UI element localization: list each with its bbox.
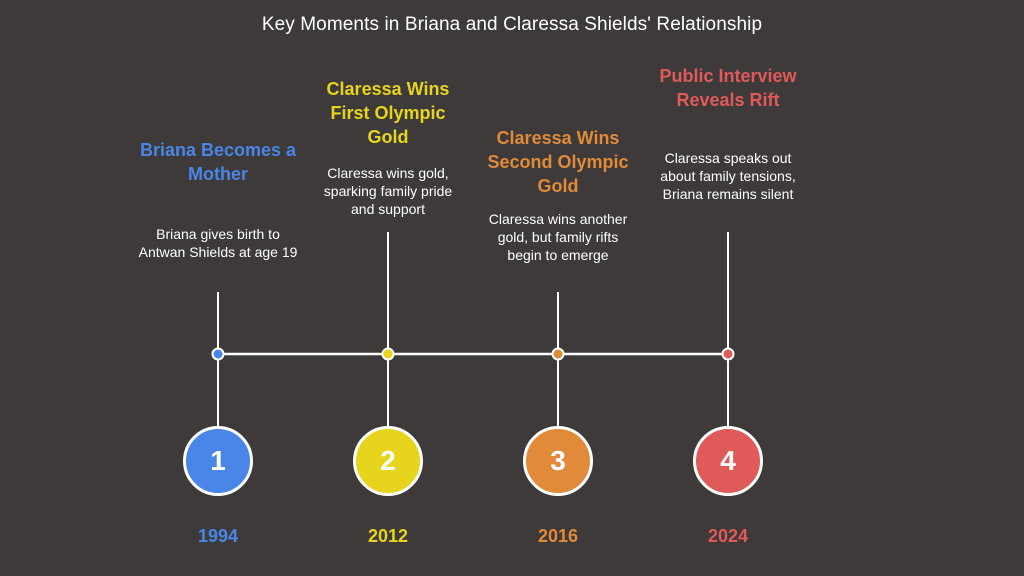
timeline-dot-2 <box>381 347 395 361</box>
year-label-4: 2024 <box>707 526 749 546</box>
event-description-3: Claressa wins another gold, but family r… <box>488 211 628 263</box>
event-heading-3: Claressa Wins Second Olympic Gold <box>487 128 629 196</box>
step-circle-3: 3 <box>523 426 593 496</box>
year-label-2: 2012 <box>367 526 409 546</box>
diagram-title: Key Moments in Briana and Claressa Shiel… <box>261 14 763 35</box>
timeline-dot-3 <box>551 347 565 361</box>
event-heading-1: Briana Becomes a Mother <box>139 140 297 184</box>
step-circle-2: 2 <box>353 426 423 496</box>
step-circle-1: 1 <box>183 426 253 496</box>
year-label-3: 2016 <box>537 526 579 546</box>
year-label-1: 1994 <box>197 526 239 546</box>
event-description-1: Briana gives birth to Antwan Shields at … <box>138 226 298 260</box>
event-description-4: Claressa speaks out about family tension… <box>660 150 796 202</box>
timeline-dot-1 <box>211 347 225 361</box>
timeline-dot-4 <box>721 347 735 361</box>
event-description-2: Claressa wins gold, sparking family prid… <box>323 165 453 217</box>
step-circle-4: 4 <box>693 426 763 496</box>
event-heading-2: Claressa Wins First Olympic Gold <box>326 79 450 147</box>
event-heading-4: Public Interview Reveals Rift <box>659 66 797 110</box>
